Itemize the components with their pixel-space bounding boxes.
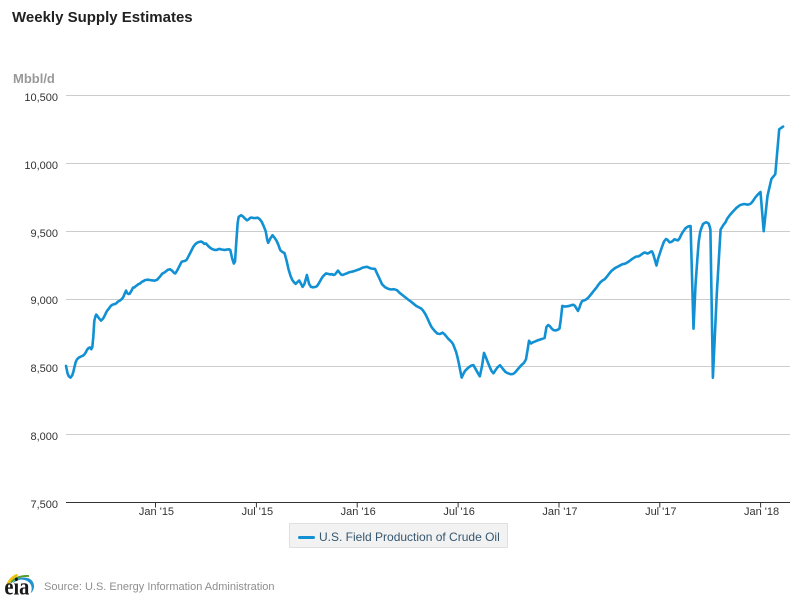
svg-text:eia: eia bbox=[4, 575, 29, 600]
